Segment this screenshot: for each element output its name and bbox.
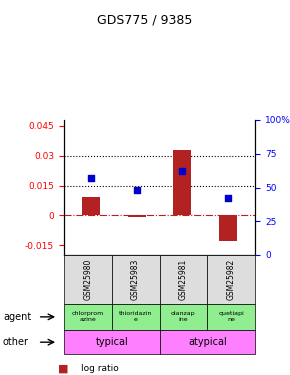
Text: typical: typical — [95, 337, 128, 347]
Text: GSM25983: GSM25983 — [131, 259, 140, 300]
Text: GSM25980: GSM25980 — [83, 259, 92, 300]
Text: olanzap
ine: olanzap ine — [171, 312, 196, 322]
Bar — [173, 150, 191, 215]
Text: thioridazin
e: thioridazin e — [119, 312, 152, 322]
Text: chlorprom
azine: chlorprom azine — [72, 312, 104, 322]
Text: log ratio: log ratio — [81, 364, 119, 373]
Text: GSM25982: GSM25982 — [227, 259, 236, 300]
Point — [89, 175, 93, 181]
Text: ■: ■ — [58, 364, 68, 374]
Text: agent: agent — [3, 312, 31, 322]
Bar — [128, 215, 146, 217]
Point — [134, 187, 139, 193]
Point — [180, 168, 185, 174]
Text: GSM25981: GSM25981 — [179, 259, 188, 300]
Text: other: other — [3, 337, 29, 347]
Text: quetiapi
ne: quetiapi ne — [218, 312, 244, 322]
Bar — [219, 215, 237, 241]
Bar — [82, 197, 100, 215]
Text: GDS775 / 9385: GDS775 / 9385 — [97, 13, 193, 26]
Point — [226, 195, 230, 201]
Text: atypical: atypical — [188, 337, 227, 347]
